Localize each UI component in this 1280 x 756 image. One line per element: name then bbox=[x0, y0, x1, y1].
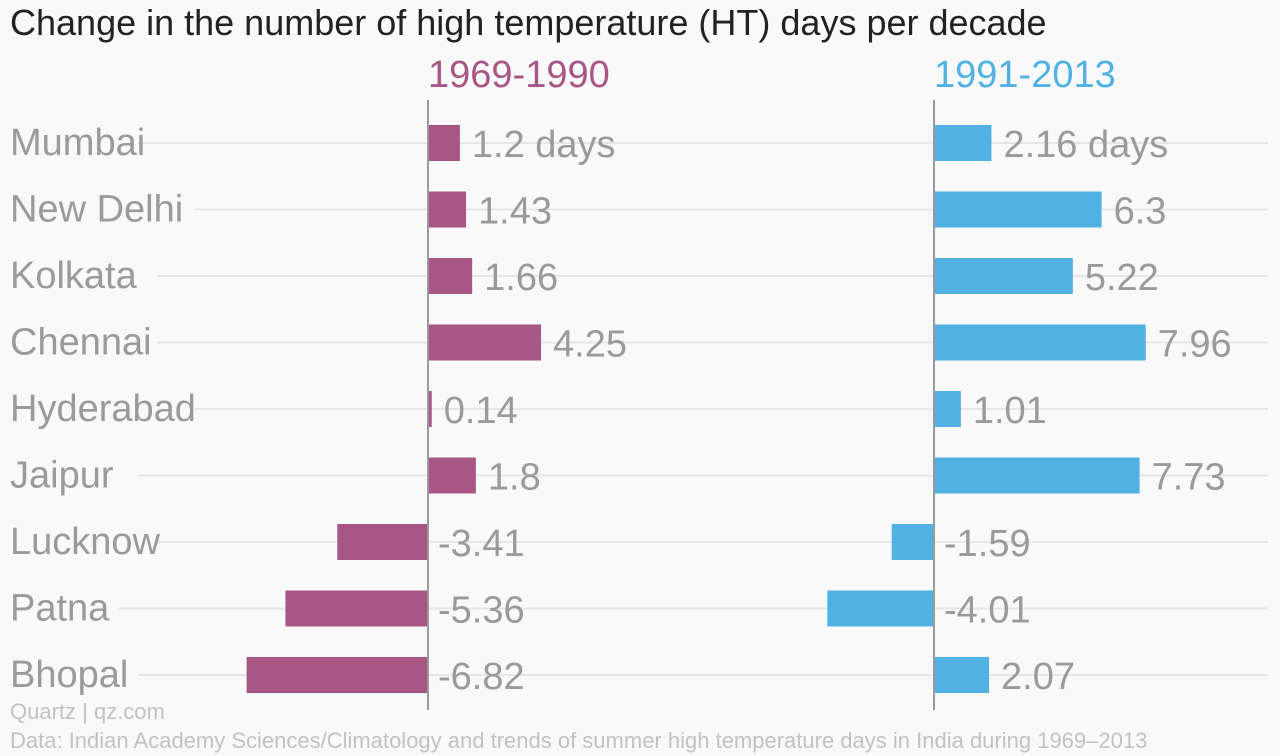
data-label: 1.66 bbox=[484, 257, 558, 299]
category-label: Kolkata bbox=[10, 255, 138, 297]
category-label: Lucknow bbox=[10, 521, 161, 563]
bar bbox=[934, 125, 992, 161]
bar bbox=[827, 590, 934, 627]
data-label: -4.01 bbox=[944, 590, 1031, 632]
category-label: Bhopal bbox=[10, 654, 128, 696]
bar bbox=[428, 191, 467, 228]
panel-1: 1969-1990 1.2 days 1.43 1.66 4.25 0.14 1.8 -3.4… bbox=[246, 54, 627, 710]
bar bbox=[428, 324, 542, 361]
bar bbox=[934, 457, 1140, 494]
bar bbox=[337, 524, 428, 560]
bar bbox=[428, 391, 432, 427]
data-label: 6.3 bbox=[1114, 191, 1167, 233]
category-label: Mumbai bbox=[10, 122, 145, 164]
data-label: 4.25 bbox=[553, 324, 627, 366]
data-label: 5.22 bbox=[1085, 257, 1159, 299]
category-label: New Delhi bbox=[10, 189, 183, 231]
bar bbox=[934, 191, 1102, 228]
data-label: -3.41 bbox=[438, 523, 525, 565]
series-label: 1969-1990 bbox=[428, 54, 610, 96]
bar bbox=[246, 657, 428, 693]
data-label: 2.16 days bbox=[1003, 124, 1168, 166]
bar bbox=[891, 524, 934, 560]
chart-title: Change in the number of high temperature… bbox=[10, 2, 1047, 43]
data-label: 0.14 bbox=[444, 390, 518, 432]
data-label: -6.82 bbox=[438, 656, 525, 698]
data-label: 1.8 bbox=[488, 457, 541, 499]
data-source-text: Data: Indian Academy Sciences/Climatolog… bbox=[10, 728, 1148, 753]
bar bbox=[428, 125, 460, 161]
chart-panels: 1969-1990 1.2 days 1.43 1.66 4.25 0.14 1.8 -3.4… bbox=[246, 54, 1232, 710]
category-label: Hyderabad bbox=[10, 388, 196, 430]
category-label: Patna bbox=[10, 588, 110, 630]
bar bbox=[428, 457, 476, 494]
category-label: Chennai bbox=[10, 322, 152, 364]
bar bbox=[934, 391, 961, 427]
series-label: 1991-2013 bbox=[934, 54, 1116, 96]
data-label: 1.2 days bbox=[472, 124, 616, 166]
category-labels: Mumbai New Delhi Kolkata Chennai Hyderabad Ja… bbox=[10, 122, 196, 696]
data-label: 1.01 bbox=[973, 390, 1047, 432]
bar bbox=[285, 590, 428, 627]
data-label: -5.36 bbox=[438, 590, 525, 632]
bar bbox=[934, 258, 1073, 294]
credit-text: Quartz | qz.com bbox=[10, 699, 165, 724]
data-label: -1.59 bbox=[944, 523, 1031, 565]
bar bbox=[428, 258, 473, 294]
panel-2: 1991-2013 2.16 days 6.3 5.22 7.96 1.01 7.73 -1.… bbox=[827, 54, 1232, 710]
data-label: 7.73 bbox=[1152, 457, 1226, 499]
bar bbox=[934, 657, 990, 693]
data-label: 1.43 bbox=[478, 191, 552, 233]
data-label: 2.07 bbox=[1001, 656, 1075, 698]
data-label: 7.96 bbox=[1158, 324, 1232, 366]
category-label: Jaipur bbox=[10, 455, 114, 497]
bar bbox=[934, 324, 1146, 361]
